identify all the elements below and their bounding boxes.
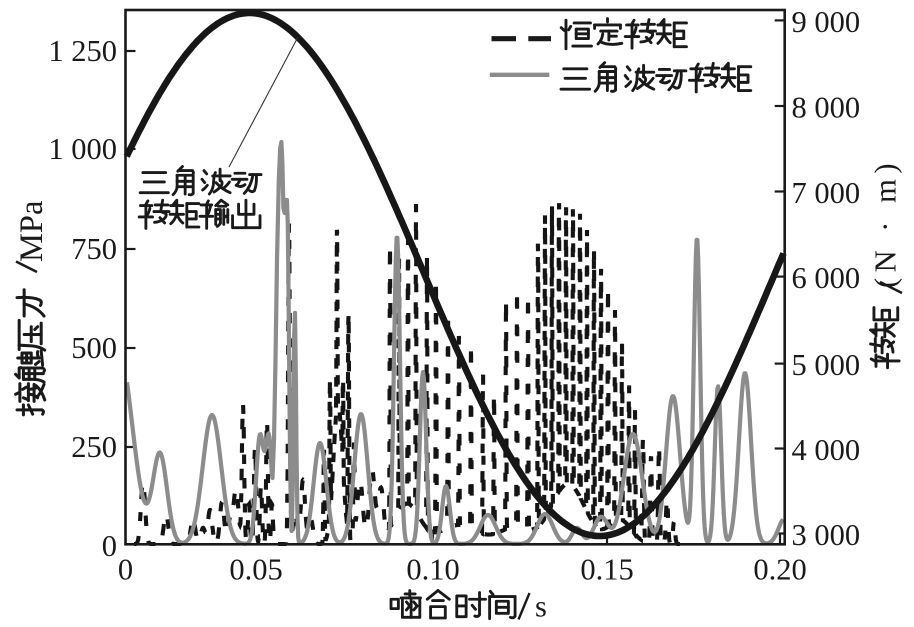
svg-text:0.20: 0.20	[753, 553, 806, 587]
svg-text:7 000: 7 000	[792, 176, 861, 210]
svg-text:0.15: 0.15	[580, 553, 633, 587]
svg-text:750: 750	[71, 232, 117, 266]
svg-text:1 000: 1 000	[48, 132, 117, 166]
svg-text:6 000: 6 000	[792, 261, 861, 295]
svg-text:0.10: 0.10	[406, 553, 459, 587]
svg-text:0: 0	[118, 553, 133, 587]
svg-text:s: s	[535, 590, 547, 624]
svg-text:(N · m): (N · m)	[869, 158, 903, 288]
svg-text:9 000: 9 000	[792, 5, 861, 39]
svg-text:4 000: 4 000	[792, 433, 861, 467]
svg-text:250: 250	[71, 430, 117, 464]
svg-text:8 000: 8 000	[792, 91, 861, 125]
svg-text:0: 0	[102, 529, 117, 563]
svg-text:3 000: 3 000	[792, 518, 861, 552]
svg-text:MPa: MPa	[14, 201, 50, 262]
svg-text:0.05: 0.05	[229, 553, 282, 587]
svg-text:5 000: 5 000	[792, 348, 861, 382]
svg-text:1 250: 1 250	[48, 34, 117, 68]
svg-text:500: 500	[71, 331, 117, 365]
